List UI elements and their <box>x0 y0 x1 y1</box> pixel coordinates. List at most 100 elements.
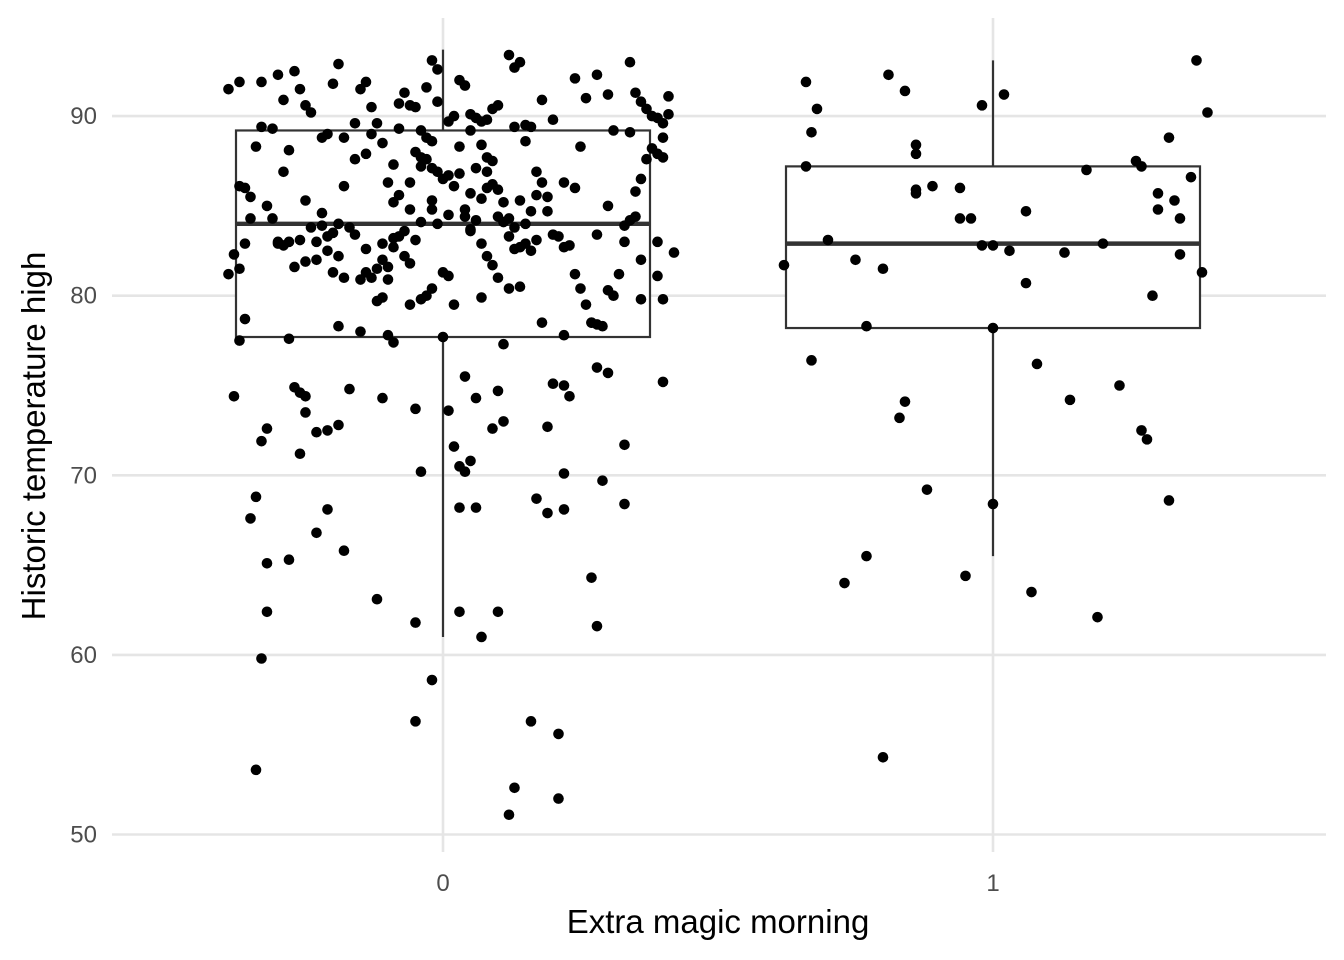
data-point <box>426 162 438 174</box>
data-point <box>261 423 273 434</box>
data-point <box>470 214 482 226</box>
data-point <box>641 153 652 165</box>
data-point <box>1152 204 1164 215</box>
data-point <box>234 76 245 88</box>
data-point <box>283 554 295 566</box>
data-point <box>333 320 344 332</box>
data-point <box>591 620 603 632</box>
data-point <box>619 498 630 510</box>
data-point <box>839 577 850 589</box>
data-point <box>316 207 328 219</box>
data-point <box>657 376 669 388</box>
data-point <box>311 527 322 539</box>
data-point <box>481 166 493 178</box>
data-point <box>492 606 504 618</box>
data-point <box>443 209 454 221</box>
data-point <box>322 425 333 436</box>
data-point <box>635 254 647 266</box>
data-point <box>300 407 311 418</box>
data-point <box>597 475 608 486</box>
data-point <box>608 125 619 136</box>
data-point <box>311 426 322 438</box>
data-point <box>261 200 273 212</box>
data-point <box>311 254 322 266</box>
y-tick-label: 50 <box>70 822 97 849</box>
data-point <box>360 76 372 88</box>
data-point <box>877 263 889 275</box>
data-point <box>531 234 542 246</box>
data-point <box>470 162 482 174</box>
data-point <box>910 148 922 160</box>
data-point <box>443 405 454 416</box>
data-point <box>910 139 922 151</box>
data-point <box>635 293 647 305</box>
data-point <box>481 250 493 262</box>
data-point <box>492 211 504 222</box>
data-point <box>404 177 416 188</box>
data-point <box>465 223 476 235</box>
data-point <box>509 121 520 133</box>
data-point <box>382 274 394 285</box>
data-point <box>569 182 581 194</box>
data-point <box>619 220 630 231</box>
box-body <box>234 129 652 339</box>
data-point <box>525 205 537 217</box>
data-point <box>899 396 911 407</box>
data-point <box>333 419 344 431</box>
data-point <box>465 125 476 136</box>
data-point <box>228 390 240 402</box>
data-point <box>536 317 548 328</box>
data-point <box>1031 358 1043 370</box>
y-tick-label: 60 <box>70 642 97 669</box>
x-tick-label: 0 <box>436 870 449 897</box>
data-point <box>421 82 432 93</box>
data-point <box>558 504 570 515</box>
data-point <box>503 231 515 242</box>
data-point <box>360 148 372 160</box>
data-point <box>410 403 421 415</box>
data-point <box>883 69 894 81</box>
data-point <box>998 89 1010 100</box>
data-point <box>542 191 553 203</box>
data-point <box>289 65 300 77</box>
data-point <box>558 177 570 188</box>
data-point <box>635 173 647 185</box>
data-point <box>250 764 262 776</box>
data-point <box>1059 247 1070 258</box>
data-point <box>520 218 531 230</box>
data-point <box>481 152 493 163</box>
data-point <box>624 56 636 68</box>
data-point <box>1191 55 1202 66</box>
data-point <box>454 74 465 86</box>
data-point <box>294 234 306 246</box>
data-point <box>525 245 537 257</box>
data-point <box>272 69 284 81</box>
data-point <box>558 468 570 479</box>
data-point <box>267 123 278 134</box>
data-point <box>410 716 421 727</box>
data-point <box>586 572 597 583</box>
data-point <box>1152 188 1164 199</box>
data-point <box>1136 425 1147 436</box>
data-point <box>514 281 526 293</box>
data-point <box>371 295 383 307</box>
data-point <box>256 121 267 133</box>
data-point <box>294 448 306 460</box>
data-point <box>322 231 333 242</box>
data-point <box>811 103 823 115</box>
data-point <box>338 180 350 192</box>
data-point <box>459 211 471 222</box>
x-tick-label: 1 <box>986 870 999 897</box>
data-point <box>663 109 674 120</box>
data-point <box>861 550 872 562</box>
data-point <box>245 513 256 524</box>
data-point <box>470 392 482 404</box>
data-point <box>1147 290 1158 302</box>
data-point <box>443 170 454 181</box>
data-point <box>542 507 553 519</box>
data-point <box>289 261 300 273</box>
data-point <box>382 261 394 273</box>
data-point <box>602 200 614 212</box>
